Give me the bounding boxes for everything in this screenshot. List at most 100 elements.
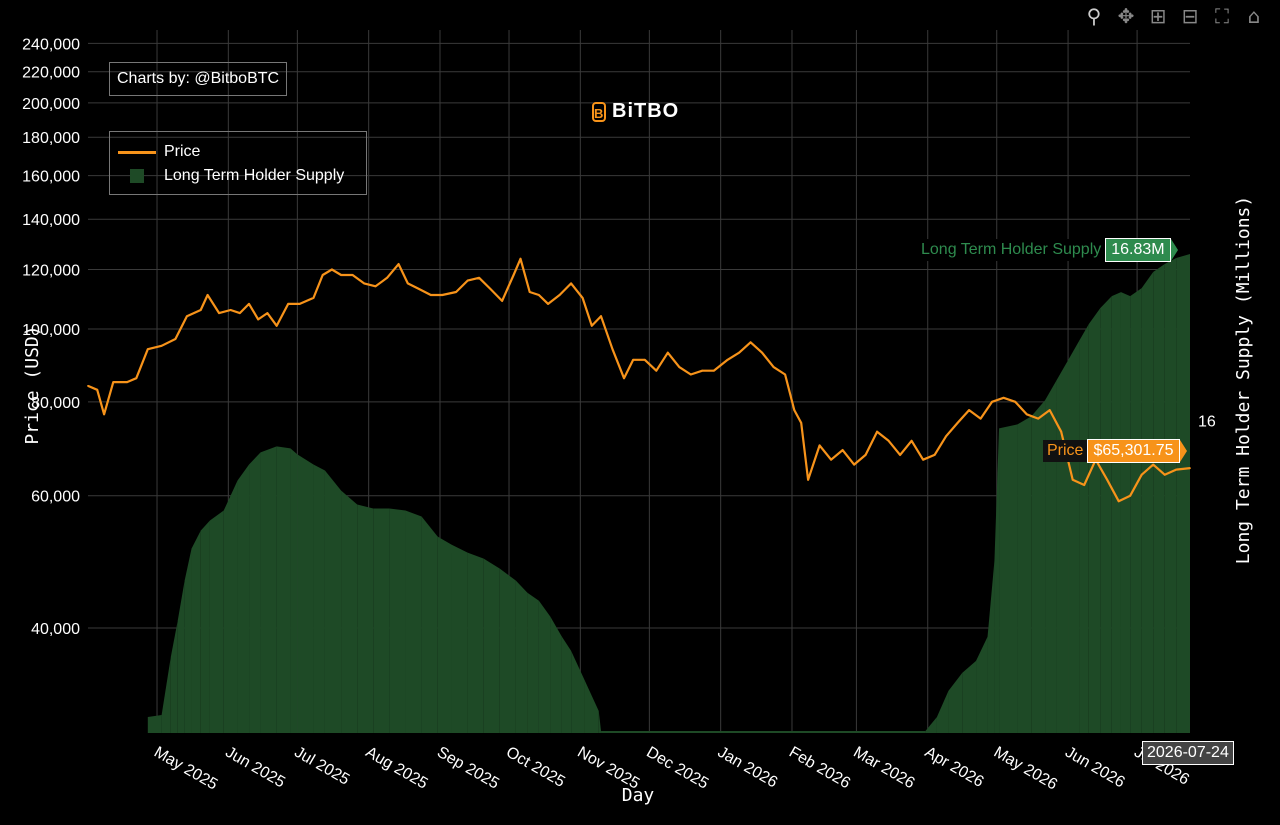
supply-area-segment	[290, 448, 298, 733]
supply-area-segment	[324, 470, 342, 733]
zoom-icon[interactable]: ⚲	[1086, 4, 1102, 28]
supply-area-segment	[191, 530, 201, 733]
price-point	[528, 291, 531, 293]
price-point	[570, 282, 572, 285]
price-point	[418, 288, 421, 290]
supply-area-segment	[925, 716, 937, 733]
zoom-out-icon[interactable]: ⊟	[1181, 4, 1199, 28]
price-point	[103, 413, 105, 416]
supply-hover-name: Long Term Holder Supply	[917, 239, 1106, 261]
price-point	[340, 274, 342, 276]
price-point	[1129, 494, 1132, 497]
price-point	[899, 454, 901, 456]
bitbo-logo-text: BiTBO	[612, 100, 680, 122]
price-point	[807, 478, 809, 481]
price-point	[298, 303, 301, 305]
price-point	[331, 268, 333, 271]
y-tick-label: 240,000	[22, 36, 80, 53]
price-point	[478, 276, 480, 279]
price-point	[945, 435, 947, 438]
price-hover-arrow	[1179, 440, 1187, 462]
price-point	[800, 422, 803, 424]
x-tick-label: Jun 2025	[222, 744, 288, 792]
price-point	[910, 439, 913, 442]
price-point	[922, 458, 924, 461]
y2-axis-ticks: 16	[1198, 413, 1216, 430]
supply-area-segment	[1100, 296, 1112, 733]
price-point	[933, 454, 936, 456]
y-tick-label: 60,000	[31, 489, 80, 506]
y-tick-label: 40,000	[31, 621, 80, 638]
price-point	[712, 369, 715, 372]
home-icon[interactable]: ⌂	[1247, 4, 1261, 28]
price-point	[501, 300, 503, 302]
legend-item-supply[interactable]: Long Term Holder Supply	[118, 165, 344, 187]
price-point	[1002, 396, 1005, 399]
plot-toolbar: ⚲ ✥ ⊞ ⊟ ⛶ ⌂	[1082, 4, 1266, 28]
supply-area-segment	[999, 424, 1018, 733]
x-tick-label: Mar 2026	[850, 744, 917, 793]
price-point	[749, 341, 752, 344]
supply-hover-label: Long Term Holder Supply 16.83M	[917, 238, 1178, 262]
supply-hover-value: 16.83M	[1105, 238, 1171, 262]
supply-area-segment	[437, 536, 452, 733]
autoscale-icon[interactable]: ⛶	[1215, 4, 1229, 28]
x-tick-label: Sep 2025	[434, 744, 502, 793]
zoom-in-icon[interactable]: ⊞	[1149, 4, 1167, 28]
price-point	[386, 276, 388, 279]
y-axis-ticks: 40,000 60,000 80,000 100,000 120,000 140,000 1…	[22, 36, 80, 638]
legend-label-price: Price	[164, 143, 201, 160]
price-point	[1014, 400, 1017, 403]
x-tick-label: Jun 2026	[1062, 744, 1128, 792]
price-point	[199, 309, 202, 311]
supply-area-segment	[538, 600, 551, 733]
x-tick-label: Jul 2025	[291, 744, 352, 789]
supply-area-segment	[561, 636, 572, 733]
price-point	[1071, 478, 1074, 481]
supply-area-segment	[421, 516, 438, 733]
price-point	[489, 288, 492, 290]
supply-area-segment	[584, 680, 599, 733]
price-swatch	[118, 150, 156, 154]
price-point	[512, 274, 515, 276]
x-tick-label: Jan 2026	[715, 744, 781, 792]
supply-area-series	[147, 254, 1190, 733]
price-point	[135, 377, 138, 380]
bitbo-logo: B BiTBO	[592, 100, 679, 123]
price-point	[623, 377, 625, 380]
price-point	[1175, 468, 1178, 471]
supply-area-segment	[249, 452, 261, 733]
supply-area-segment	[527, 592, 539, 733]
supply-area-segment	[483, 558, 500, 733]
price-point	[1060, 430, 1063, 433]
price-point	[1140, 473, 1143, 476]
supply-area-segment	[1079, 324, 1089, 733]
supply-area-segment	[1056, 360, 1069, 733]
supply-area-segment	[357, 504, 374, 733]
supply-area-segment	[313, 464, 325, 733]
price-point	[87, 385, 89, 387]
supply-area-segment	[177, 580, 185, 733]
price-point	[887, 439, 890, 442]
price-point	[876, 430, 878, 433]
supply-area-segment	[260, 446, 277, 733]
price-point	[519, 257, 522, 260]
supply-area-segment	[1031, 400, 1046, 733]
supply-area-segment	[550, 616, 562, 733]
price-point	[1037, 417, 1040, 420]
legend-item-price[interactable]: Price	[118, 141, 200, 163]
x-tick-label: Aug 2025	[363, 744, 431, 793]
supply-area-segment	[223, 480, 238, 733]
supply-area-segment	[1017, 416, 1032, 733]
price-point	[238, 312, 241, 314]
supply-area-segment	[1176, 254, 1190, 733]
supply-area-segment	[184, 548, 192, 733]
supply-area-segment	[276, 446, 291, 733]
price-point	[818, 444, 821, 447]
y-tick-label: 100,000	[22, 322, 80, 339]
price-point	[864, 454, 867, 456]
pan-icon[interactable]: ✥	[1117, 4, 1135, 28]
supply-area-segment	[1045, 380, 1057, 733]
y-tick-label: 120,000	[22, 263, 80, 280]
y-tick-label: 180,000	[22, 130, 80, 147]
